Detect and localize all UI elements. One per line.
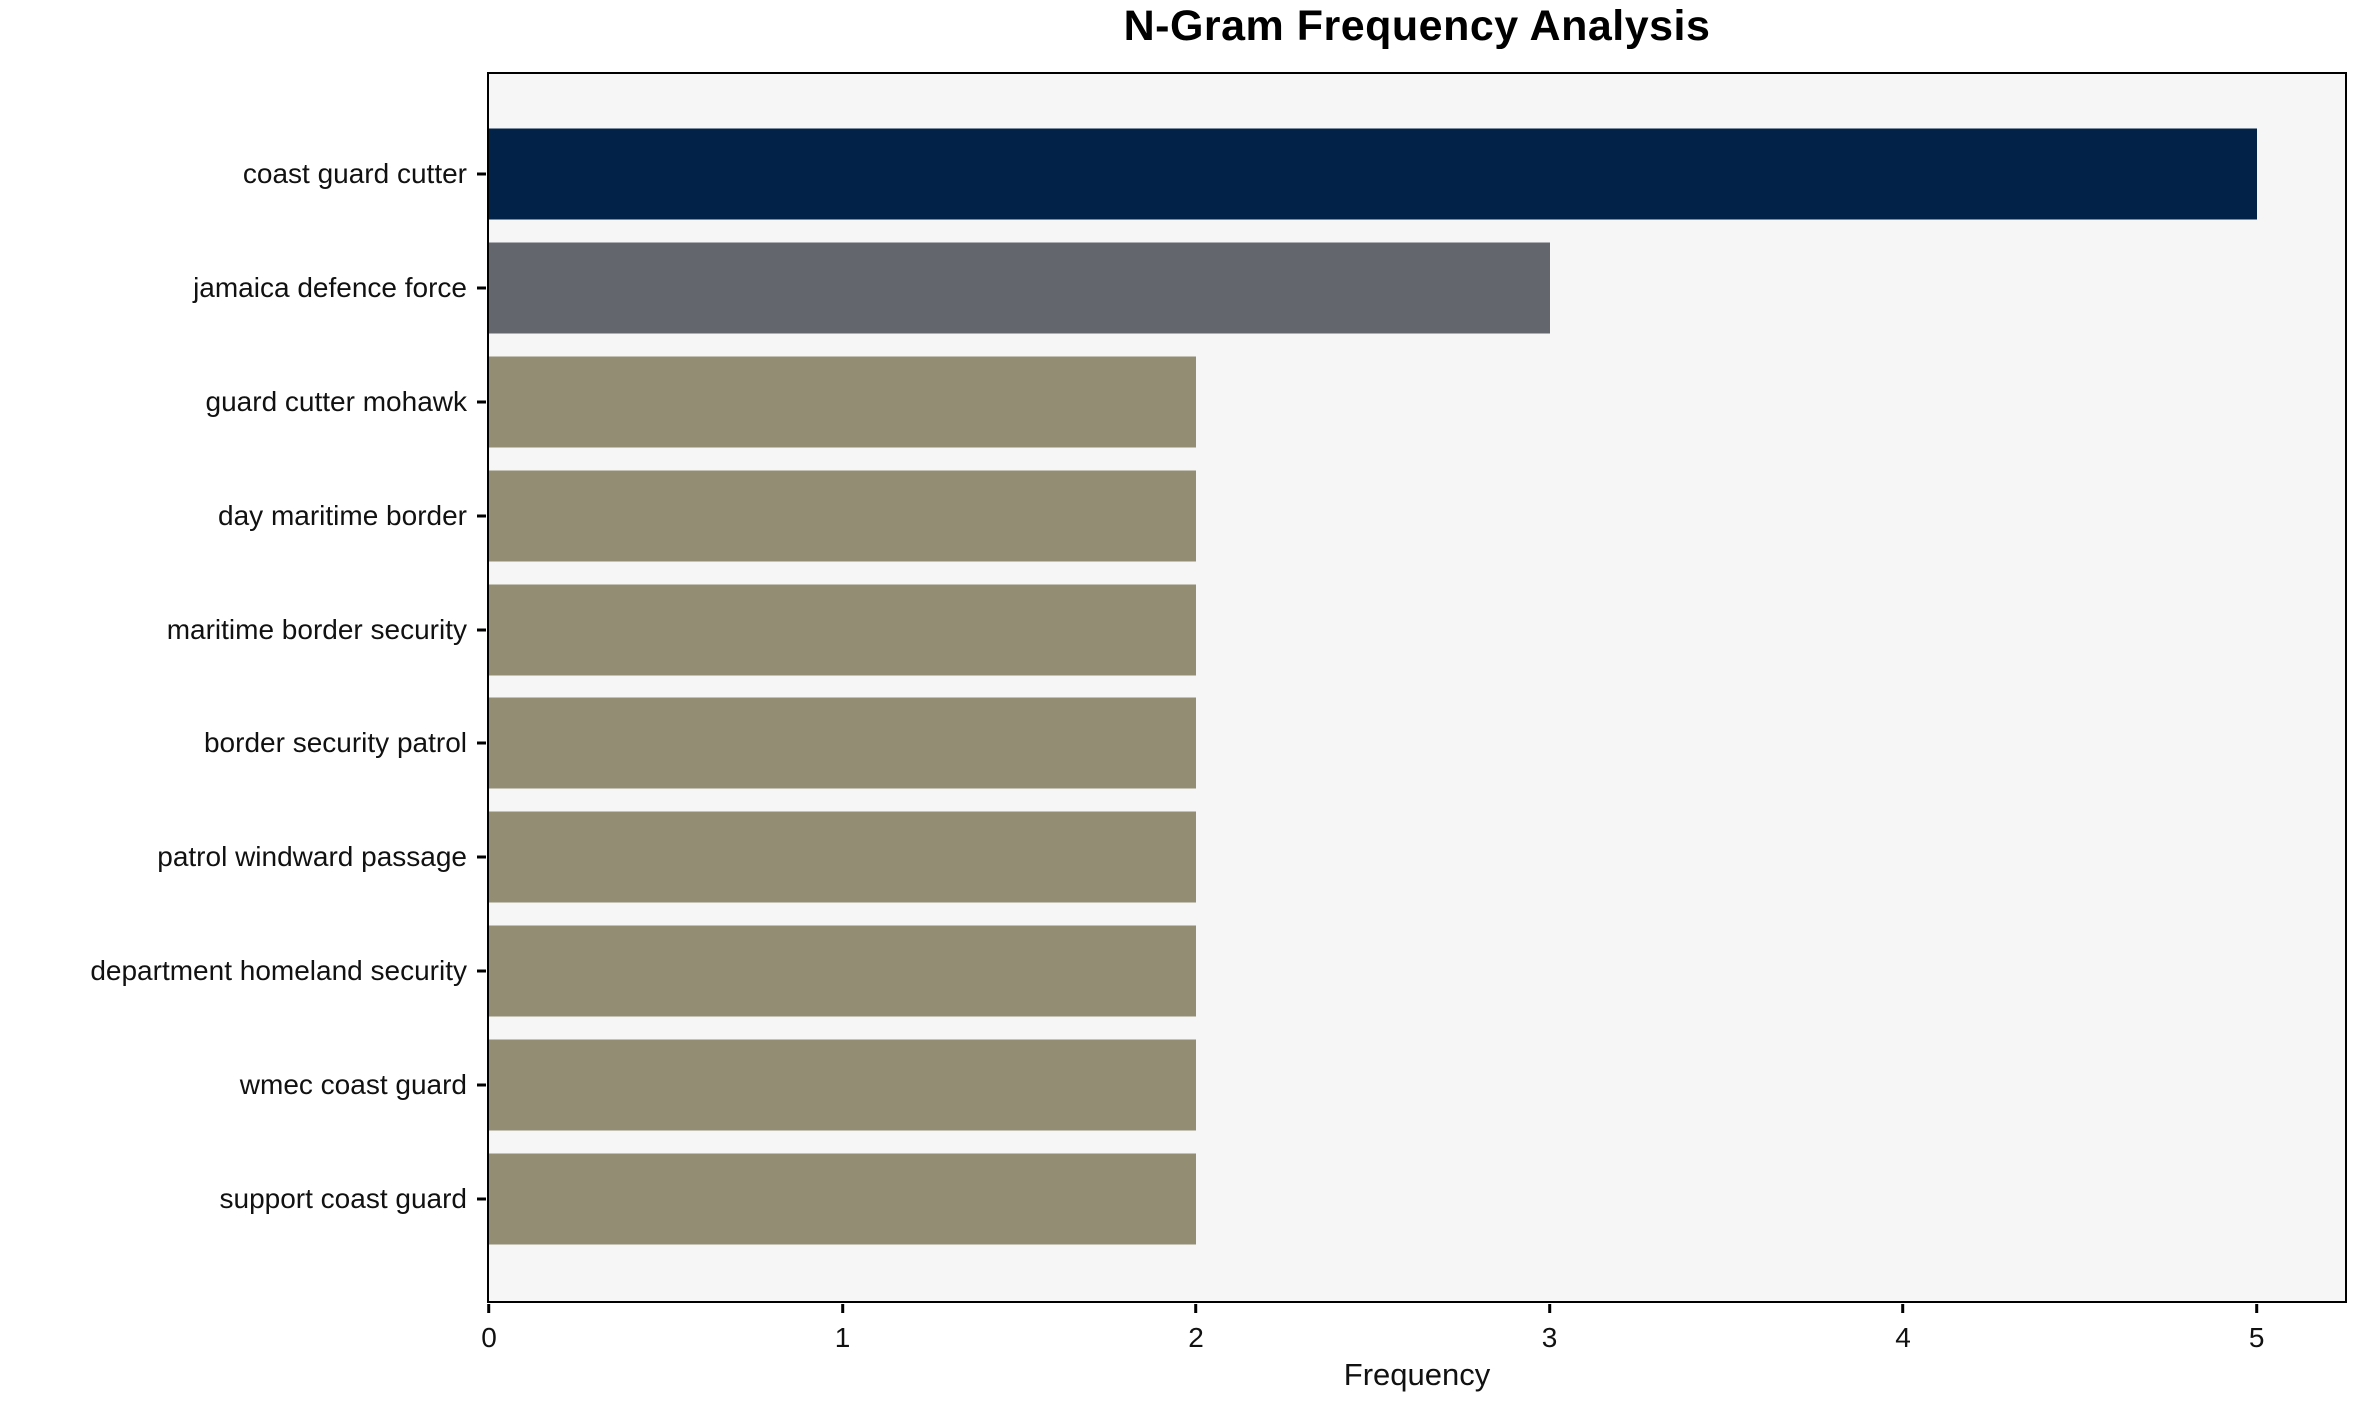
- bar: [489, 1039, 1197, 1131]
- y-tick-mark: [477, 1083, 486, 1087]
- plot-area: coast guard cutter jamaica defence force g…: [90, 72, 2347, 1392]
- x-tick: 0: [481, 1304, 497, 1354]
- y-tick-mark: [477, 855, 486, 859]
- bar: [489, 1153, 1197, 1245]
- category-label: maritime border security: [166, 613, 467, 645]
- y-tick-mark: [477, 969, 486, 973]
- bar-row: wmec coast guard: [240, 1028, 2345, 1142]
- bar: [489, 925, 1197, 1017]
- x-axis-ticks: 0 1 2 3 4 5: [481, 1304, 2345, 1374]
- x-tick: 3: [1541, 1304, 1558, 1354]
- bar-row: support coast guard: [220, 1142, 2345, 1256]
- x-tick: 1: [834, 1304, 851, 1354]
- bar-row: guard cutter mohawk: [206, 345, 2345, 459]
- x-tick-label: 0: [481, 1322, 497, 1353]
- bar: [489, 242, 1550, 334]
- x-tick-mark: [487, 1304, 491, 1313]
- x-tick: 2: [1188, 1304, 1204, 1354]
- bar: [489, 470, 1197, 562]
- y-tick-mark: [477, 172, 486, 176]
- category-label: wmec coast guard: [239, 1069, 467, 1101]
- bar: [489, 128, 2257, 220]
- bar-row: department homeland security: [90, 914, 2345, 1028]
- x-tick-label: 3: [1541, 1322, 1558, 1353]
- bar-row: coast guard cutter: [243, 117, 2345, 231]
- x-tick: 5: [2248, 1304, 2265, 1354]
- category-label: guard cutter mohawk: [205, 385, 467, 417]
- bar-row: patrol windward passage: [157, 800, 2345, 914]
- category-label: patrol windward passage: [157, 841, 467, 873]
- y-tick-mark: [477, 741, 486, 745]
- category-label: coast guard cutter: [242, 157, 467, 189]
- x-tick-label: 5: [2248, 1322, 2265, 1353]
- category-label: support coast guard: [219, 1183, 468, 1215]
- x-tick-mark: [1194, 1304, 1198, 1313]
- x-tick-label: 2: [1188, 1322, 1204, 1353]
- chart-title: N-Gram Frequency Analysis: [1123, 2, 1711, 50]
- y-tick-mark: [477, 400, 486, 404]
- bar: [489, 584, 1197, 676]
- bar: [489, 697, 1197, 789]
- x-tick-mark: [1548, 1304, 1552, 1313]
- x-tick-label: 4: [1895, 1322, 1911, 1353]
- category-label: department homeland security: [90, 955, 467, 987]
- y-tick-mark: [477, 286, 486, 290]
- bar: [489, 811, 1197, 903]
- bar-row: border security patrol: [204, 687, 2345, 801]
- x-tick-mark: [1901, 1304, 1905, 1313]
- y-tick-mark: [477, 1197, 486, 1201]
- y-tick-mark: [477, 628, 486, 632]
- bar-row: jamaica defence force: [193, 231, 2345, 345]
- x-tick: 4: [1895, 1304, 1911, 1354]
- bar-row: day maritime border: [218, 459, 2345, 573]
- bars-container: coast guard cutter jamaica defence force g…: [90, 74, 2345, 1301]
- category-label: border security patrol: [203, 727, 467, 759]
- bar: [489, 356, 1197, 448]
- category-label: jamaica defence force: [193, 271, 467, 303]
- y-tick-mark: [477, 514, 486, 518]
- x-tick-label: 1: [834, 1322, 851, 1353]
- x-axis-label: Frequency: [1343, 1357, 1491, 1392]
- x-tick-mark: [2255, 1304, 2259, 1313]
- category-label: day maritime border: [218, 499, 467, 531]
- x-tick-mark: [841, 1304, 845, 1313]
- bar-row: maritime border security: [167, 573, 2345, 687]
